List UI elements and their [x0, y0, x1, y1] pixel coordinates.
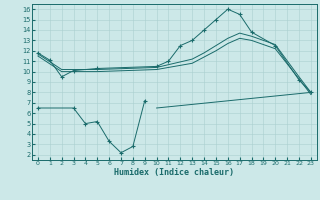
- X-axis label: Humidex (Indice chaleur): Humidex (Indice chaleur): [115, 168, 234, 177]
